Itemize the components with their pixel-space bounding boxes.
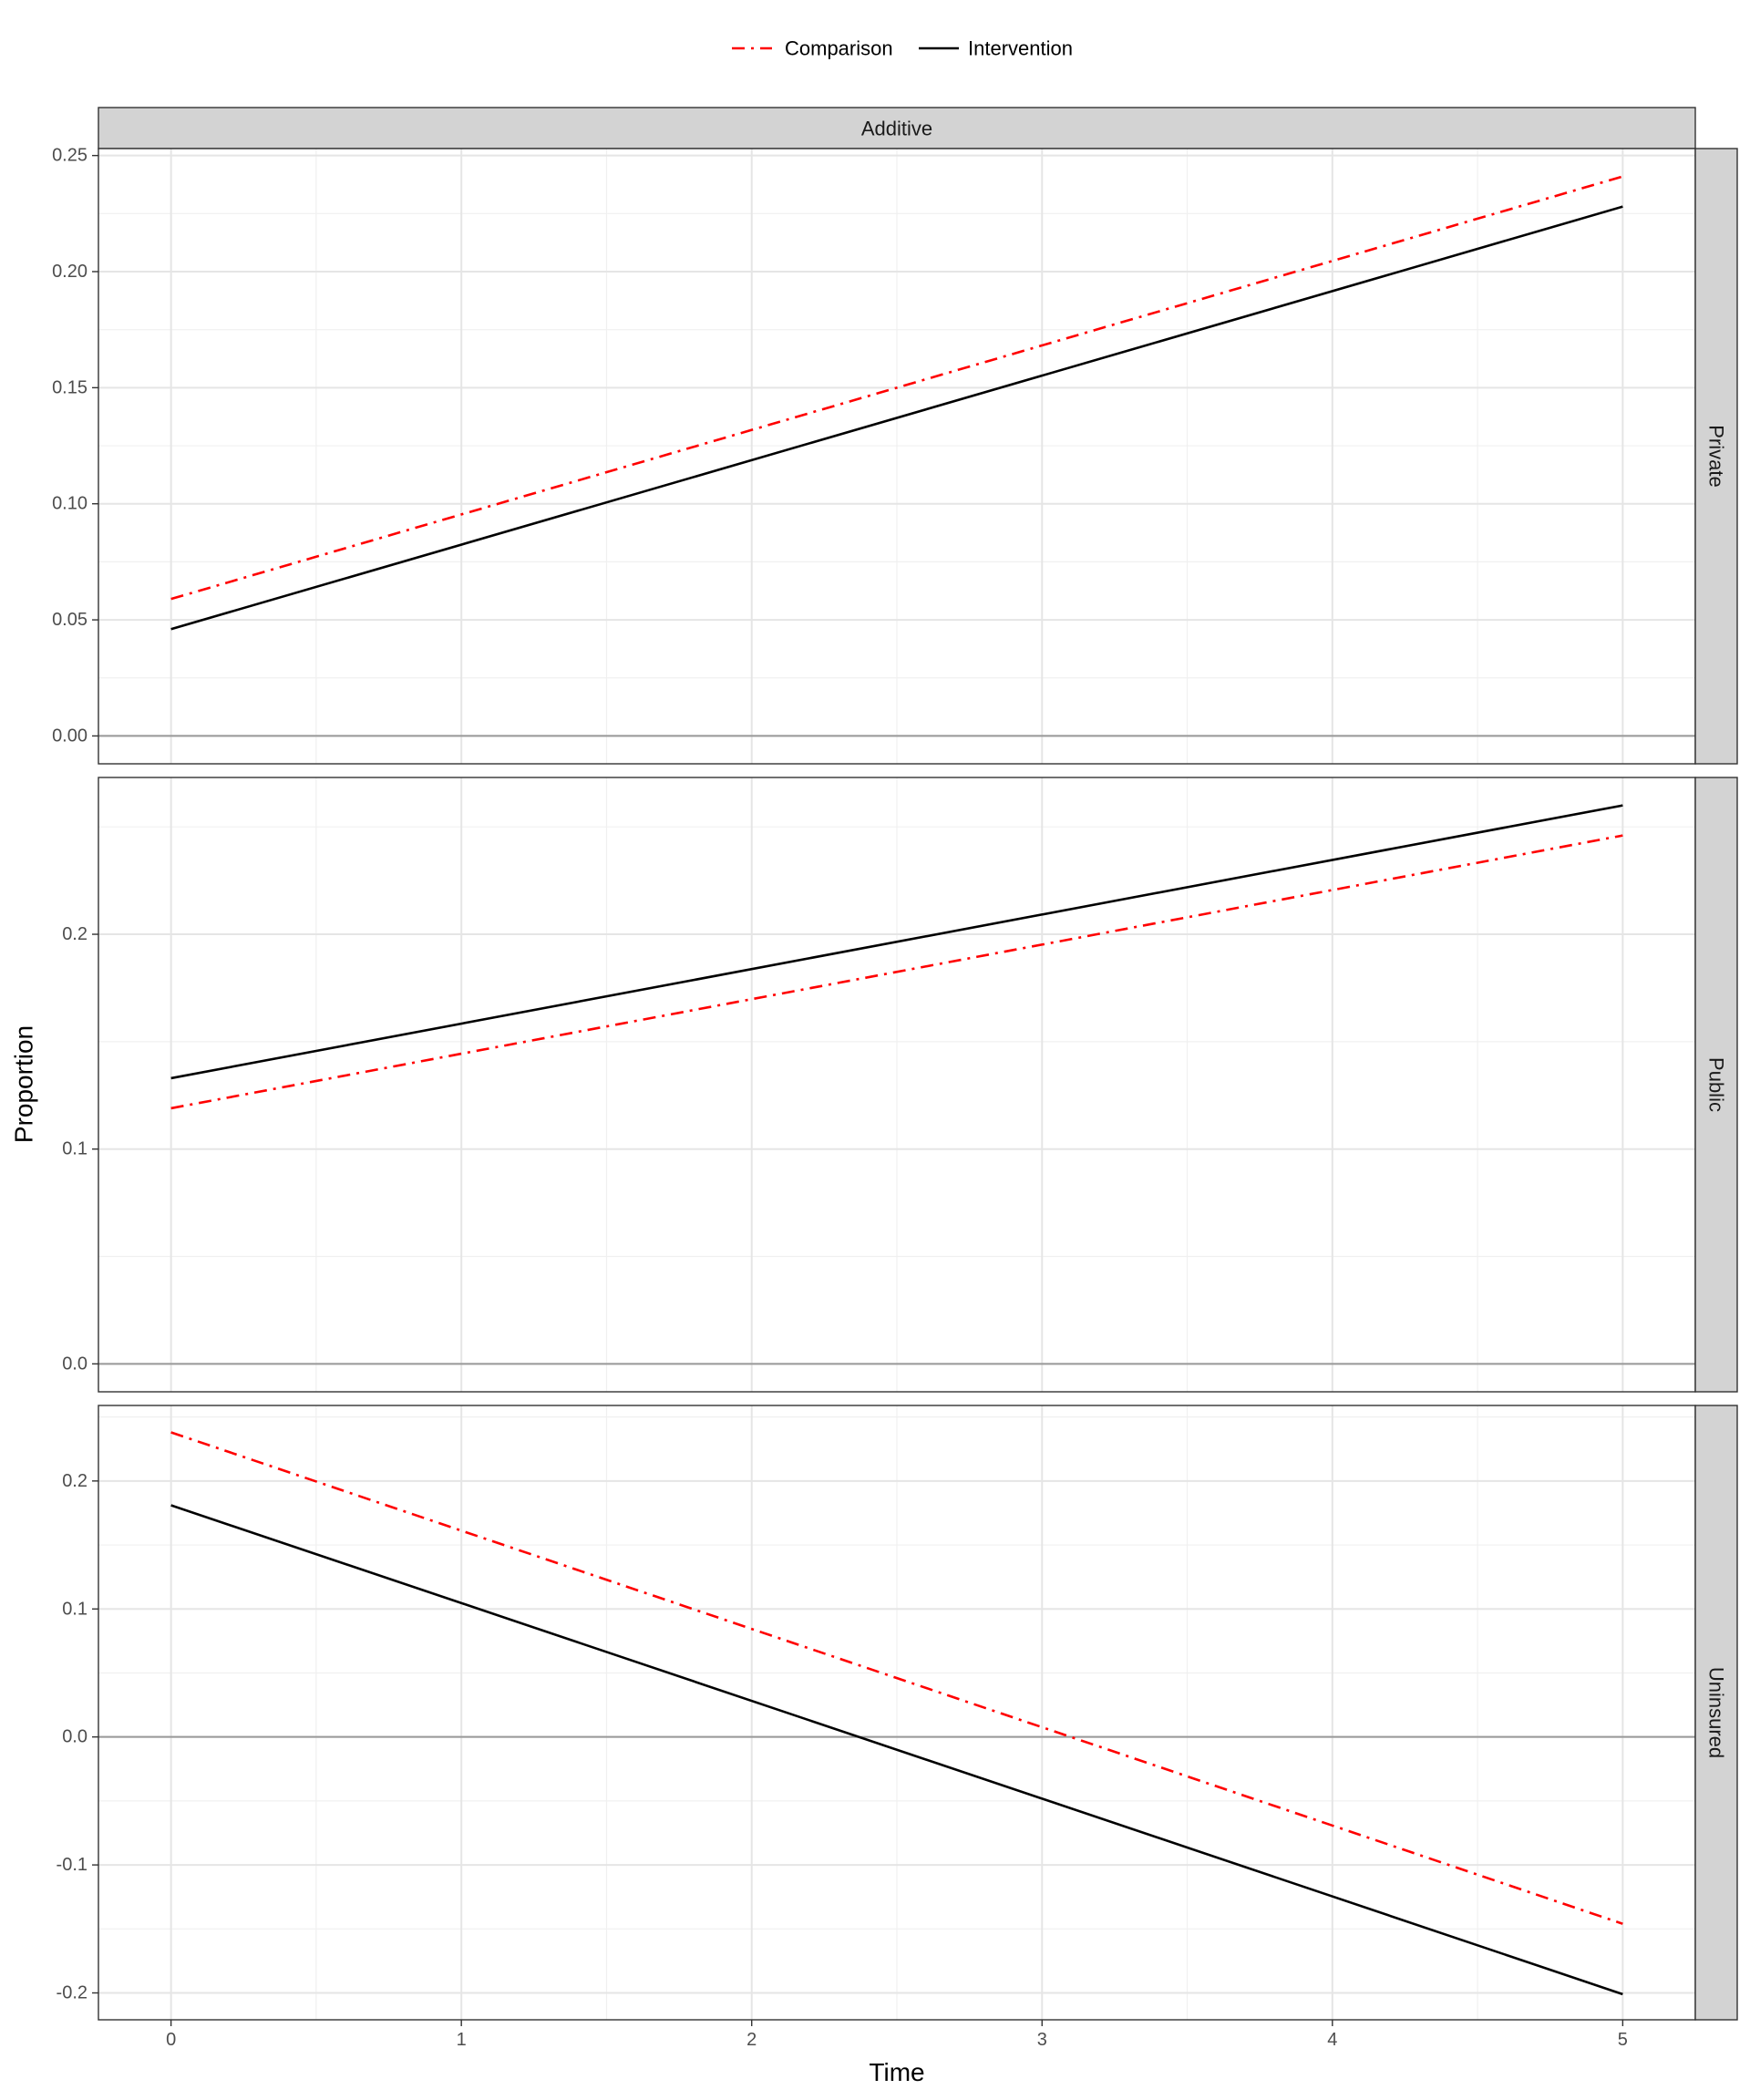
panels: 0.00 0.05 0.10 0.15 0.20 0.25 Private 0.0 0.1 0.2… bbox=[52, 146, 1738, 2021]
y-tick-label: 0.10 bbox=[52, 494, 88, 514]
y-tick-label: 0.15 bbox=[52, 377, 88, 397]
panel-private: 0.00 0.05 0.10 0.15 0.20 0.25 Private bbox=[52, 146, 1738, 765]
row-strip-box bbox=[1694, 148, 1738, 765]
y-axis-title: Proportion bbox=[10, 1025, 38, 1143]
y-tick-label: 0.1 bbox=[62, 1599, 88, 1619]
y-tick-label: -0.2 bbox=[57, 1983, 88, 2003]
legend: Comparison Intervention bbox=[732, 37, 1073, 60]
y-tick-label: 0.05 bbox=[52, 610, 88, 630]
x-tick-label: 4 bbox=[1327, 2030, 1337, 2050]
y-tick-label: 0.25 bbox=[52, 146, 88, 166]
y-tick-label: 0.00 bbox=[52, 726, 88, 746]
panel-uninsured: -0.2 -0.1 0.0 0.1 0.2 Uninsured bbox=[57, 1405, 1738, 2021]
row-strip-label: Uninsured bbox=[1705, 1667, 1728, 1758]
series-line-comparison bbox=[170, 834, 1623, 1110]
y-tick-label: 0.20 bbox=[52, 262, 88, 282]
y-tick-label: 0.0 bbox=[62, 1354, 88, 1374]
panel-public: 0.0 0.1 0.2 Public bbox=[62, 777, 1738, 1393]
y-tick-label: 0.2 bbox=[62, 1471, 88, 1491]
row-strip-box bbox=[1694, 1405, 1738, 2021]
series-line-intervention bbox=[170, 1504, 1623, 1996]
x-tick-label: 0 bbox=[166, 2030, 176, 2050]
x-tick-label: 2 bbox=[746, 2030, 757, 2050]
x-tick-label: 3 bbox=[1037, 2030, 1047, 2050]
series-line-comparison bbox=[170, 1431, 1623, 1925]
column-strip-label: Additive bbox=[861, 118, 932, 140]
x-axis-title: Time bbox=[869, 2058, 924, 2086]
series-line-intervention bbox=[170, 205, 1623, 631]
x-tick-label: 1 bbox=[457, 2030, 467, 2050]
y-tick-label: 0.1 bbox=[62, 1139, 88, 1159]
x-tick-label: 5 bbox=[1618, 2030, 1628, 2050]
row-strip-label: Private bbox=[1705, 425, 1728, 487]
x-axis: 0 1 2 3 4 5 bbox=[166, 2020, 1628, 2050]
series-line-comparison bbox=[170, 175, 1623, 601]
column-strip: Additive bbox=[98, 107, 1696, 149]
legend-label-comparison: Comparison bbox=[785, 37, 893, 60]
y-tick-label: 0.0 bbox=[62, 1727, 88, 1747]
row-strip-box bbox=[1694, 777, 1738, 1393]
series-line-intervention bbox=[170, 804, 1623, 1080]
row-strip-label: Public bbox=[1705, 1057, 1728, 1112]
legend-label-intervention: Intervention bbox=[968, 37, 1073, 60]
y-tick-label: 0.2 bbox=[62, 924, 88, 944]
y-tick-label: -0.1 bbox=[57, 1855, 88, 1875]
column-strip-box bbox=[98, 107, 1696, 149]
